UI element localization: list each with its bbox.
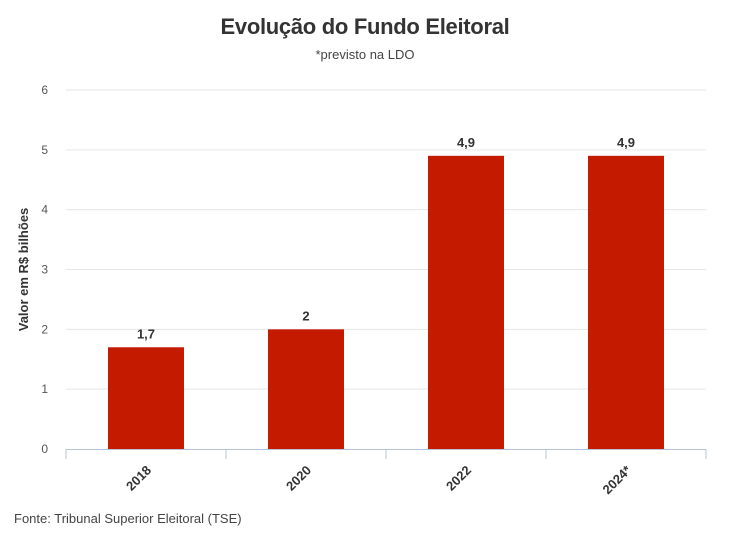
y-tick-label: 0 — [41, 442, 48, 456]
bar — [588, 155, 664, 450]
y-tick-label: 1 — [41, 382, 48, 396]
bar — [108, 347, 184, 449]
y-axis-ticks: 0 1 2 3 4 5 6 — [41, 83, 48, 456]
x-tick-label: 2024* — [599, 462, 634, 497]
x-tick-label: 2022 — [443, 463, 474, 494]
y-tick-label: 4 — [41, 203, 48, 217]
data-label: 2 — [302, 308, 309, 323]
chart-subtitle: *previsto na LDO — [315, 47, 415, 62]
y-tick-label: 6 — [41, 83, 48, 97]
y-tick-label: 3 — [41, 263, 48, 277]
bar-chart: 0 1 2 3 4 5 6 1,7 2 4,9 4,9 2018 2020 2022 2024* Val… — [16, 83, 707, 497]
data-labels: 1,7 2 4,9 4,9 — [137, 135, 635, 341]
x-axis: 2018 2020 2022 2024* — [65, 449, 707, 497]
y-tick-label: 5 — [41, 143, 48, 157]
data-label: 4,9 — [617, 135, 635, 150]
bar — [428, 155, 504, 450]
source-note: Fonte: Tribunal Superior Eleitoral (TSE) — [14, 511, 242, 526]
x-tick-label: 2020 — [283, 463, 314, 494]
y-axis-label: Valor em R$ bilhões — [16, 208, 31, 332]
data-label: 4,9 — [457, 135, 475, 150]
bar — [268, 329, 344, 449]
data-label: 1,7 — [137, 326, 155, 341]
x-tick-label: 2018 — [123, 463, 154, 494]
bars — [108, 155, 664, 450]
y-tick-label: 2 — [41, 322, 48, 336]
chart-title: Evolução do Fundo Eleitoral — [220, 14, 510, 39]
